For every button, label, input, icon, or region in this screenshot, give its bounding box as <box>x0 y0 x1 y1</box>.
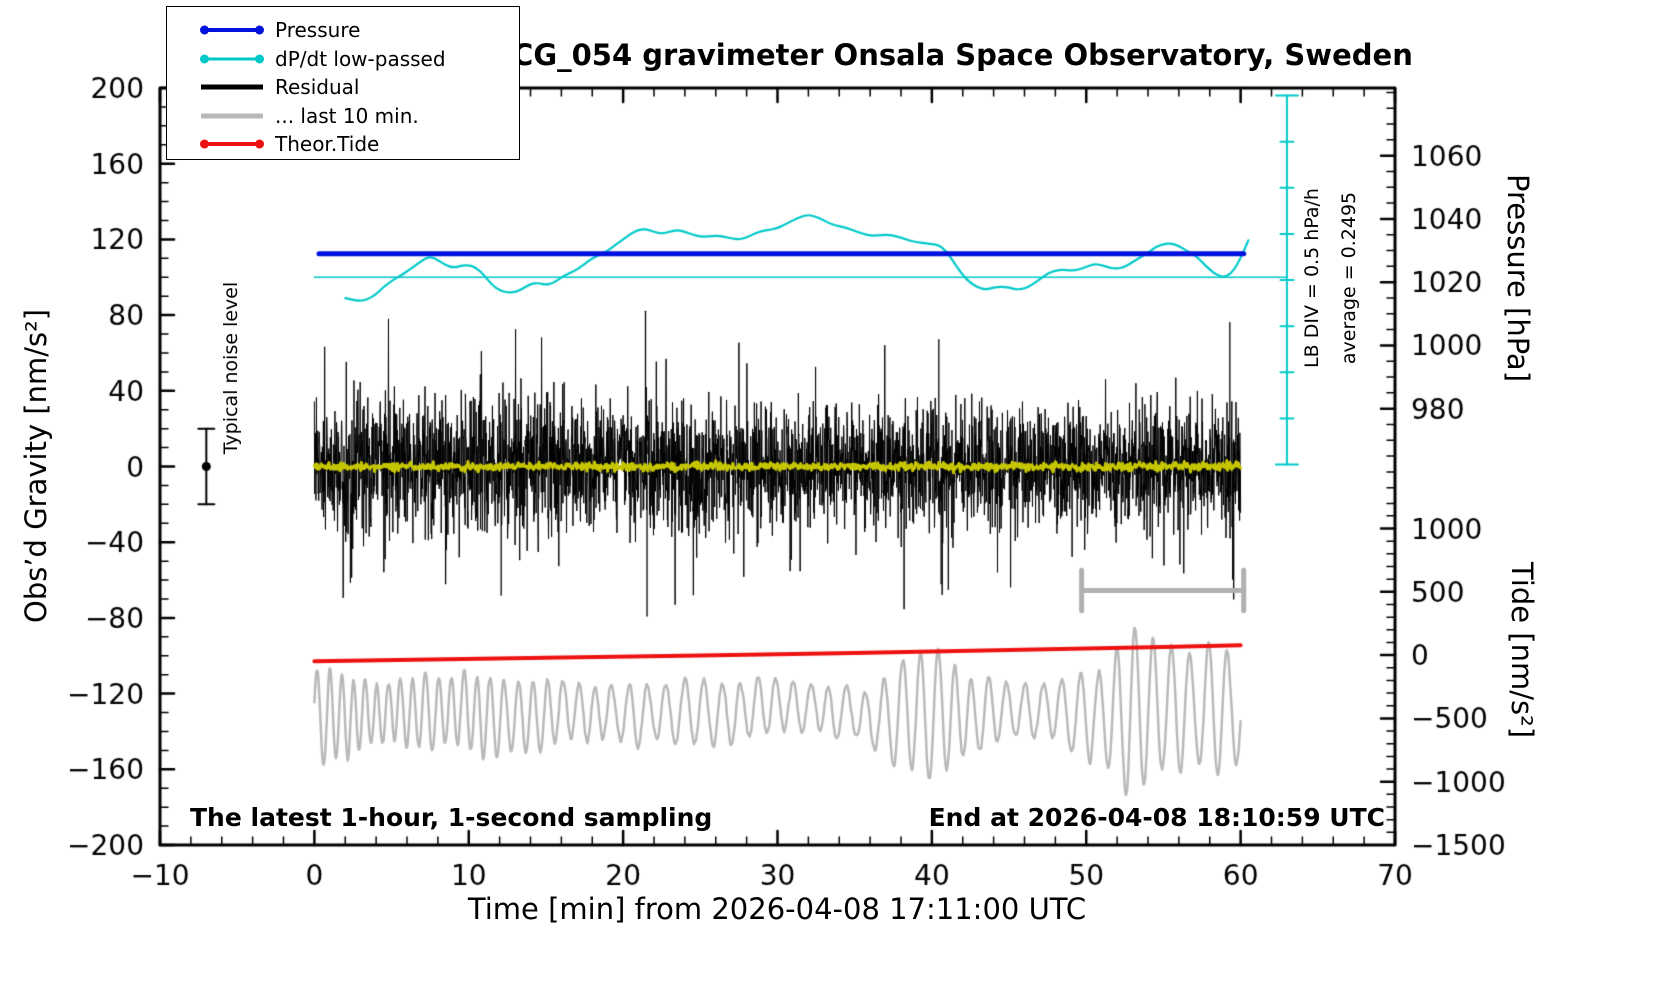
legend-item-dpdt: dP/dt low-passed <box>167 45 519 74</box>
gravity-axis-title: Obs’d Gravity [nm/s²] <box>19 308 53 624</box>
legend-line-sample <box>201 81 263 93</box>
legend-label: Theor.Tide <box>275 132 380 157</box>
lb-div-label: LB DIV = 0.5 hPa/h <box>1301 188 1323 368</box>
end-time-note: End at 2026-04-08 18:10:59 UTC <box>928 803 1385 832</box>
page-title: SCG_054 gravimeter Onsala Space Observat… <box>491 38 1413 72</box>
legend: Pressure dP/dt low-passed Residual ... l… <box>166 6 520 160</box>
sampling-note: The latest 1-hour, 1-second sampling <box>190 803 713 832</box>
legend-item-pressure: Pressure <box>167 16 519 45</box>
legend-item-theortide: Theor.Tide <box>167 130 519 159</box>
tide-axis-title: Tide [nm/s²] <box>1505 561 1539 739</box>
time-axis-title: Time [min] from 2026-04-08 17:11:00 UTC <box>467 892 1087 926</box>
average-label: average = 0.2495 <box>1338 191 1360 365</box>
legend-label: dP/dt low-passed <box>275 46 446 71</box>
legend-label: Residual <box>275 75 360 100</box>
pressure-axis-title: Pressure [hPa] <box>1501 173 1535 383</box>
legend-item-last10min: ... last 10 min. <box>167 102 519 131</box>
legend-line-sample <box>200 53 264 65</box>
legend-line-sample <box>201 110 263 122</box>
legend-line-sample <box>200 24 264 36</box>
legend-label: ... last 10 min. <box>275 103 419 128</box>
legend-label: Pressure <box>275 18 361 43</box>
legend-item-residual: Residual <box>167 73 519 102</box>
legend-line-sample <box>200 138 264 150</box>
typical-noise-level-label: Typical noise level <box>220 281 242 455</box>
